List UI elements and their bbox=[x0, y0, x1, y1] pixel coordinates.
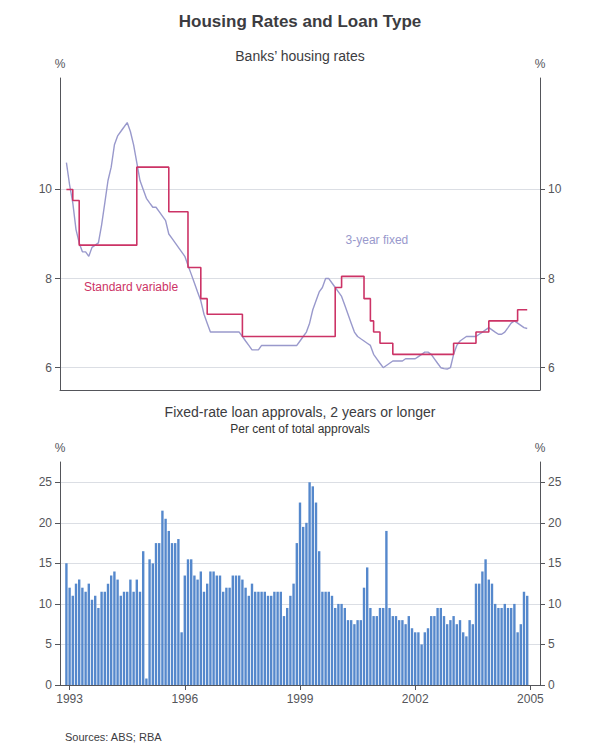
svg-text:10: 10 bbox=[39, 597, 53, 611]
svg-text:10: 10 bbox=[548, 182, 562, 196]
svg-text:3-year fixed: 3-year fixed bbox=[346, 233, 409, 247]
svg-text:1993: 1993 bbox=[56, 692, 83, 706]
svg-text:2002: 2002 bbox=[402, 692, 429, 706]
svg-text:%: % bbox=[535, 441, 546, 455]
svg-text:10: 10 bbox=[39, 182, 53, 196]
svg-text:15: 15 bbox=[39, 556, 53, 570]
svg-text:1996: 1996 bbox=[171, 692, 198, 706]
svg-text:Standard variable: Standard variable bbox=[84, 280, 178, 294]
svg-text:Per cent of total approvals: Per cent of total approvals bbox=[230, 422, 369, 436]
svg-text:%: % bbox=[535, 57, 546, 71]
svg-text:%: % bbox=[55, 441, 66, 455]
svg-text:1999: 1999 bbox=[287, 692, 314, 706]
svg-text:Fixed-rate loan approvals, 2 y: Fixed-rate loan approvals, 2 years or lo… bbox=[165, 404, 436, 420]
svg-text:5: 5 bbox=[548, 637, 555, 651]
svg-text:8: 8 bbox=[45, 272, 52, 286]
svg-text:20: 20 bbox=[39, 516, 53, 530]
svg-text:5: 5 bbox=[45, 637, 52, 651]
svg-text:6: 6 bbox=[548, 361, 555, 375]
svg-text:15: 15 bbox=[548, 556, 562, 570]
svg-text:%: % bbox=[55, 57, 66, 71]
svg-text:0: 0 bbox=[45, 678, 52, 692]
svg-text:25: 25 bbox=[39, 475, 53, 489]
svg-text:8: 8 bbox=[548, 272, 555, 286]
svg-text:Housing Rates and Loan Type: Housing Rates and Loan Type bbox=[179, 12, 421, 31]
svg-text:25: 25 bbox=[548, 475, 562, 489]
svg-text:Sources: ABS; RBA: Sources: ABS; RBA bbox=[65, 731, 162, 743]
svg-text:0: 0 bbox=[548, 678, 555, 692]
svg-text:6: 6 bbox=[45, 361, 52, 375]
svg-text:2005: 2005 bbox=[517, 692, 544, 706]
svg-text:20: 20 bbox=[548, 516, 562, 530]
svg-text:10: 10 bbox=[548, 597, 562, 611]
svg-text:Banks’ housing rates: Banks’ housing rates bbox=[235, 48, 364, 64]
